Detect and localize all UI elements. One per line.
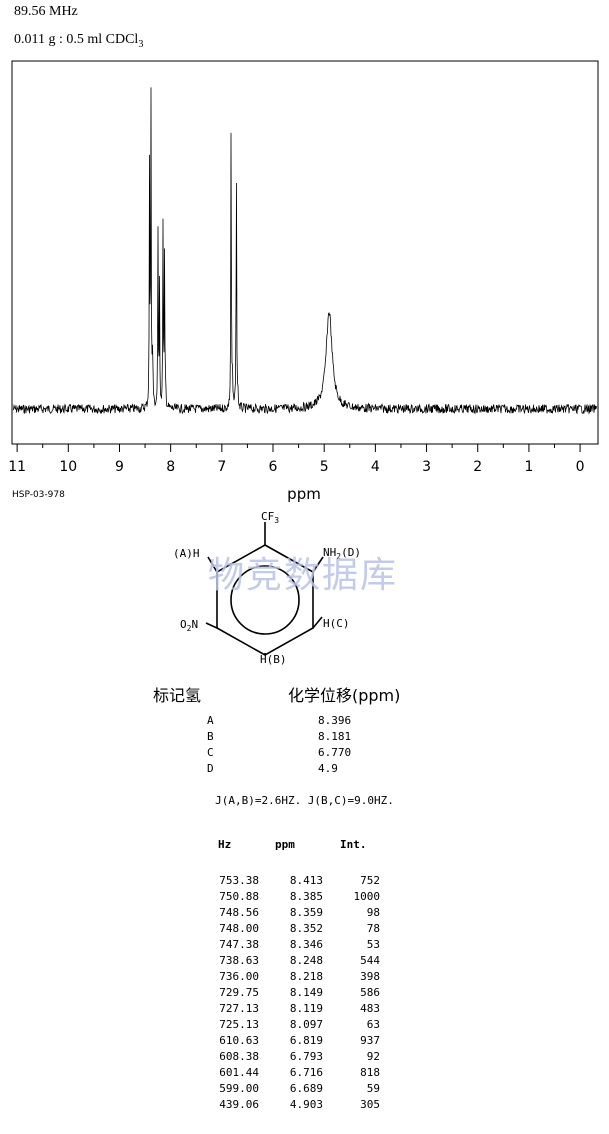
spectrum-trace	[12, 87, 598, 415]
peak-table-cell: 98	[366, 906, 380, 919]
ha-label: (A)H	[173, 547, 200, 560]
x-tick-label: 2	[473, 459, 482, 475]
peak-table-cell: 8.413	[289, 874, 323, 887]
x-tick-label: 4	[371, 459, 380, 475]
shift-row-label: C	[207, 746, 214, 759]
peak-table-cell: 63	[366, 1018, 380, 1031]
x-tick-label: 10	[59, 459, 77, 475]
peak-table-cell: 8.119	[289, 1002, 323, 1015]
peak-table-cell: 937	[360, 1034, 380, 1047]
peak-table-cell: 750.88	[219, 890, 259, 903]
nmr-spectrum-chart: 11 10 9 8 7 6 5 4 3 2 1 0 ppm	[8, 60, 599, 503]
sample-concentration: 0.011 g : 0.5 ml CDCl3	[14, 32, 143, 50]
peak-table-cell: 92	[366, 1050, 380, 1063]
hc-label: H(C)	[323, 617, 350, 630]
peak-table-cell: 544	[360, 954, 380, 967]
no2-label: O2N	[180, 618, 198, 633]
bond-no2	[205, 622, 218, 629]
peak-table-cell: 738.63	[219, 954, 259, 967]
peak-table-cell: 6.793	[289, 1050, 323, 1063]
label-header: 标记氢	[153, 686, 202, 705]
shift-row-value: 8.181	[318, 730, 352, 743]
peak-table-cell: 483	[360, 1002, 380, 1015]
peak-table-cell: 4.903	[289, 1098, 323, 1111]
peak-table-cell: 601.44	[219, 1066, 259, 1079]
spectrum-code: HSP-03-978	[12, 490, 65, 500]
x-tick-label: 8	[166, 459, 175, 475]
watermark: 物竞数据库	[208, 555, 399, 596]
peak-table-cell: 748.56	[219, 906, 259, 919]
shift-row-label: B	[207, 730, 214, 743]
peak-table-cell: 8.248	[289, 954, 323, 967]
peak-table-cell: 8.352	[289, 922, 323, 935]
peak-list-table: Hz ppm Int. 753.38 8.413 752 750.88 8.385 1000 74…	[0, 838, 609, 1128]
peak-table-cell: 608.38	[219, 1050, 259, 1063]
peak-table-cell: 729.75	[219, 986, 259, 999]
x-tick-label: 6	[269, 459, 278, 475]
shift-row-value: 8.396	[318, 714, 352, 727]
peak-table-cell: 747.38	[219, 938, 259, 951]
peak-table-cell: 6.819	[289, 1034, 323, 1047]
x-axis-label: ppm	[287, 485, 321, 503]
molecule-structure: CF3 (A)H NH2(D) O2N H(C) H(B)	[173, 510, 361, 666]
x-tick-label: 7	[217, 459, 226, 475]
coupling-constants: J(A,B)=2.6HZ. J(B,C)=9.0HZ.	[215, 794, 394, 807]
peak-table-cell: 753.38	[219, 874, 259, 887]
nh2-label: NH2(D)	[323, 546, 361, 561]
peak-table-cell: 599.00	[219, 1082, 259, 1095]
bond-nh2	[312, 556, 324, 573]
sample-subscript: 3	[138, 38, 144, 50]
shift-header: 化学位移(ppm)	[288, 686, 401, 705]
x-axis-ticks: 11 10 9 8 7 6 5 4 3 2 1 0	[8, 444, 585, 475]
bond-hc	[312, 616, 323, 629]
peak-table-cell: 398	[360, 970, 380, 983]
shift-row-label: D	[207, 762, 214, 775]
peak-table-cell: 727.13	[219, 1002, 259, 1015]
peak-table-cell: 305	[360, 1098, 380, 1111]
x-tick-label: 0	[576, 459, 585, 475]
x-tick-label: 3	[422, 459, 431, 475]
peak-table-cell: 78	[366, 922, 380, 935]
peak-table-cell: 752	[360, 874, 380, 887]
peak-table-cell: 610.63	[219, 1034, 259, 1047]
peak-table-cell: 59	[366, 1082, 380, 1095]
cf3-label: CF3	[261, 510, 279, 525]
hb-label: H(B)	[260, 653, 287, 666]
x-tick-label: 9	[115, 459, 124, 475]
aromatic-circle	[230, 565, 300, 635]
peak-table-cell: 439.06	[219, 1098, 259, 1111]
peak-table-cell: 8.218	[289, 970, 323, 983]
peak-table-cell: 53	[366, 938, 380, 951]
peak-table-cell: 6.716	[289, 1066, 323, 1079]
peak-table-cell: 1000	[353, 890, 381, 903]
peak-table-cell: 8.346	[289, 938, 323, 951]
peak-table-cell: 748.00	[219, 922, 259, 935]
bond-ha	[207, 556, 218, 573]
plot-frame	[11, 60, 599, 445]
peak-table-cell: 736.00	[219, 970, 259, 983]
spectrometer-frequency: 89.56 MHz	[14, 4, 78, 19]
shift-row-value: 6.770	[318, 746, 352, 759]
shift-row-value: 4.9	[318, 762, 338, 775]
shift-row-label: A	[207, 714, 214, 727]
x-tick-label: 1	[524, 459, 533, 475]
peak-table-cell: 8.097	[289, 1018, 323, 1031]
x-tick-label: 5	[320, 459, 329, 475]
peak-table-cell: 8.149	[289, 986, 323, 999]
peak-table-cell: 8.359	[289, 906, 323, 919]
x-tick-label: 11	[8, 459, 26, 475]
peak-table-header: ppm	[275, 838, 295, 851]
peak-table-header: Hz	[218, 838, 232, 851]
peak-table-cell: 818	[360, 1066, 380, 1079]
peak-table-cell: 6.689	[289, 1082, 323, 1095]
peak-table-cell: 725.13	[219, 1018, 259, 1031]
sample-text: 0.011 g : 0.5 ml CDCl	[14, 32, 139, 47]
peak-table-cell: 8.385	[289, 890, 323, 903]
peak-table-header: Int.	[340, 838, 367, 851]
peak-table-cell: 586	[360, 986, 380, 999]
